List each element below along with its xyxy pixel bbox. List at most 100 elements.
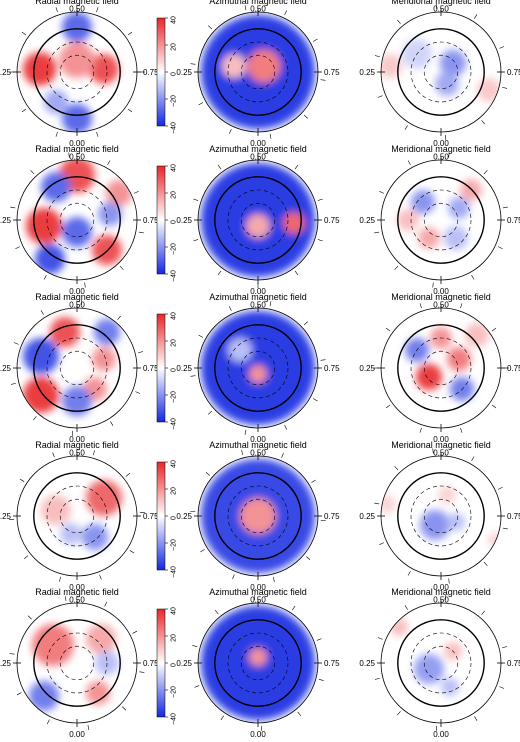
phase-label-top: 0.50 xyxy=(433,301,449,310)
observation-tick xyxy=(193,198,199,201)
field-blob xyxy=(59,42,95,78)
observation-tick xyxy=(471,274,475,280)
observation-tick xyxy=(217,164,222,170)
latitude-circle xyxy=(227,337,289,399)
phase-label-left: 0.25 xyxy=(0,512,12,521)
observation-tick xyxy=(99,574,102,580)
phase-label-right: 0.75 xyxy=(507,512,520,521)
colorbar-tick-label: −20 xyxy=(171,95,178,107)
latitude-circle xyxy=(59,350,95,386)
colorbar: 40 20 0 −20 −40 xyxy=(156,312,178,430)
observation-tick xyxy=(483,170,488,175)
observation-tick xyxy=(499,46,505,49)
field-map xyxy=(198,160,318,280)
observation-tick xyxy=(481,120,485,125)
panel-title: Azimuthal magnetic field xyxy=(209,440,307,450)
panel-title: Meridional magnetic field xyxy=(391,587,491,597)
observation-tick xyxy=(205,472,210,476)
equator-circle xyxy=(397,619,485,707)
phase-label-right: 0.75 xyxy=(143,68,159,77)
phase-label-bottom: 0.00 xyxy=(250,583,266,592)
field-map xyxy=(381,160,501,280)
latitude-circle xyxy=(240,498,276,534)
observation-tick xyxy=(284,10,288,16)
observation-tick xyxy=(281,452,284,458)
observation-tick xyxy=(502,646,508,649)
observation-tick xyxy=(217,270,222,276)
observation-tick xyxy=(385,404,391,409)
equator-circle xyxy=(397,472,485,560)
colorbar-tick-label: −40 xyxy=(171,566,178,578)
colorbar-tick-label: 0 xyxy=(171,72,178,76)
latitude-circle xyxy=(423,202,459,238)
observation-tick xyxy=(284,424,288,430)
latitude-circle xyxy=(410,337,472,399)
colorbar-tick-label: 0 xyxy=(171,516,178,520)
latitude-circle xyxy=(59,645,95,681)
field-map xyxy=(17,603,137,723)
observation-tick xyxy=(13,342,19,345)
observation-tick xyxy=(460,303,463,309)
observation-tick xyxy=(497,486,503,490)
observation-tick xyxy=(64,595,67,602)
field-blob xyxy=(435,72,459,96)
colorbar: 40 20 0 −20 −40 xyxy=(156,16,178,134)
observation-tick xyxy=(374,677,380,680)
field-blob xyxy=(418,227,440,249)
phase-label-bottom: 0.00 xyxy=(69,139,85,148)
observation-tick xyxy=(404,125,408,130)
field-map xyxy=(17,12,137,132)
observation-tick xyxy=(107,160,111,166)
equator-circle xyxy=(214,176,302,264)
colorbar-tick-label: −20 xyxy=(171,391,178,403)
colorbar-tick-label: 0 xyxy=(171,220,178,224)
field-blob xyxy=(62,12,92,42)
observation-tick xyxy=(379,542,385,546)
phase-label-bottom: 0.00 xyxy=(433,139,449,148)
observation-tick xyxy=(397,19,401,24)
phase-label-left: 0.25 xyxy=(176,659,192,668)
latitude-circle xyxy=(227,41,289,103)
field-map xyxy=(381,603,501,723)
observation-tick xyxy=(228,128,232,134)
observation-tick xyxy=(317,198,323,201)
panel-title: Azimuthal magnetic field xyxy=(209,144,307,154)
panel-title: Radial magnetic field xyxy=(35,144,119,154)
field-map xyxy=(17,160,137,280)
field-map xyxy=(198,12,318,132)
observation-tick xyxy=(474,14,478,19)
equator-circle xyxy=(214,324,302,412)
phase-label-right: 0.75 xyxy=(324,512,340,521)
field-blob xyxy=(439,49,467,77)
latitude-circle xyxy=(46,632,108,694)
observation-tick xyxy=(316,638,322,641)
equator-circle xyxy=(214,619,302,707)
observation-tick xyxy=(502,206,508,209)
phase-label-bottom: 0.00 xyxy=(69,583,85,592)
colorbar-tick-label: −20 xyxy=(171,243,178,255)
observation-tick xyxy=(306,556,311,560)
field-blob xyxy=(86,480,122,516)
observation-tick xyxy=(228,306,232,312)
field-blob xyxy=(487,532,501,548)
equator-circle xyxy=(214,472,302,560)
phase-label-left: 0.25 xyxy=(359,216,375,225)
observation-tick xyxy=(19,478,25,482)
observation-tick xyxy=(93,450,95,456)
field-blob xyxy=(450,377,474,401)
colorbar-tick-label: 40 xyxy=(171,312,178,320)
phase-label-left: 0.25 xyxy=(359,659,375,668)
phase-label-bottom: 0.00 xyxy=(433,730,449,739)
panel-title: Radial magnetic field xyxy=(35,587,119,597)
phase-label-right: 0.75 xyxy=(507,68,520,77)
observation-tick xyxy=(198,334,204,338)
equator-circle xyxy=(397,28,485,116)
field-blob xyxy=(89,54,119,84)
latitude-circle xyxy=(240,645,276,681)
observation-tick xyxy=(46,719,50,725)
